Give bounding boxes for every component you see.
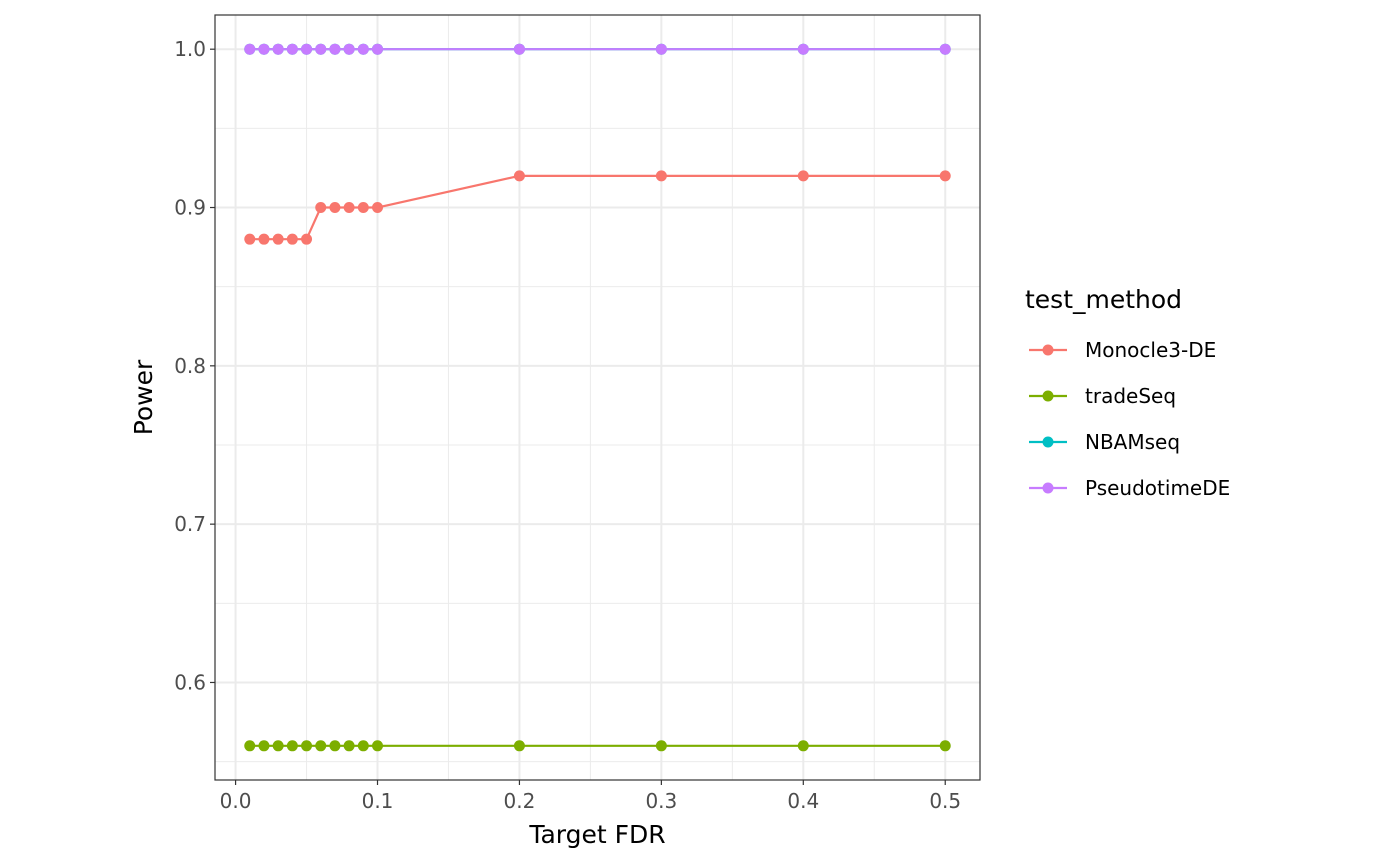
point-tradeseq-4 bbox=[301, 740, 313, 752]
x-axis-title: Target FDR bbox=[528, 820, 665, 849]
legend-item-tradeseq: tradeSeq bbox=[1029, 384, 1176, 408]
plot-background bbox=[215, 15, 980, 780]
point-pseudotimede-4 bbox=[301, 43, 313, 55]
x-tick-label-1: 0.1 bbox=[362, 789, 394, 813]
legend-key-point-pseudotimede bbox=[1042, 482, 1054, 494]
point-monocle3-de-12 bbox=[797, 170, 809, 182]
point-tradeseq-9 bbox=[372, 740, 384, 752]
point-tradeseq-5 bbox=[315, 740, 327, 752]
x-tick-label-4: 0.4 bbox=[787, 789, 819, 813]
y-tick-label-1: 0.7 bbox=[174, 512, 206, 536]
x-tick-label-5: 0.5 bbox=[929, 789, 961, 813]
point-tradeseq-3 bbox=[286, 740, 298, 752]
major-grid bbox=[215, 15, 980, 780]
point-pseudotimede-5 bbox=[315, 43, 327, 55]
legend-key-point-monocle3-de bbox=[1042, 344, 1054, 356]
series-tradeseq bbox=[244, 740, 951, 752]
point-tradeseq-10 bbox=[513, 740, 525, 752]
legend-label-nbamseq: NBAMseq bbox=[1085, 430, 1180, 454]
legend-key-point-tradeseq bbox=[1042, 390, 1054, 402]
y-tick-label-0: 0.6 bbox=[174, 670, 206, 694]
point-pseudotimede-11 bbox=[655, 43, 667, 55]
point-monocle3-de-11 bbox=[655, 170, 667, 182]
point-tradeseq-12 bbox=[797, 740, 809, 752]
plot-panel-border bbox=[214, 14, 981, 781]
legend-label-monocle3-de: Monocle3-DE bbox=[1085, 338, 1216, 362]
y-tick-label-3: 0.9 bbox=[174, 196, 206, 220]
point-monocle3-de-8 bbox=[357, 202, 369, 214]
point-tradeseq-8 bbox=[357, 740, 369, 752]
point-pseudotimede-13 bbox=[939, 43, 951, 55]
point-monocle3-de-5 bbox=[315, 202, 327, 214]
x-tick-label-2: 0.2 bbox=[504, 789, 536, 813]
y-axis-title: Power bbox=[129, 359, 158, 435]
series-layer bbox=[244, 43, 951, 752]
point-monocle3-de-10 bbox=[513, 170, 525, 182]
y-axis: 0.6 0.7 0.8 0.9 1.0 bbox=[174, 37, 215, 694]
point-pseudotimede-8 bbox=[357, 43, 369, 55]
point-pseudotimede-7 bbox=[343, 43, 355, 55]
point-pseudotimede-2 bbox=[272, 43, 284, 55]
legend-title: test_method bbox=[1025, 285, 1182, 314]
point-tradeseq-13 bbox=[939, 740, 951, 752]
point-pseudotimede-10 bbox=[513, 43, 525, 55]
point-monocle3-de-2 bbox=[272, 233, 284, 245]
legend-item-pseudotimede: PseudotimeDE bbox=[1029, 476, 1230, 500]
point-pseudotimede-3 bbox=[286, 43, 298, 55]
legend-key-point-nbamseq bbox=[1042, 436, 1054, 448]
series-monocle3-de bbox=[244, 170, 951, 245]
x-tick-label-3: 0.3 bbox=[645, 789, 677, 813]
point-monocle3-de-6 bbox=[329, 202, 341, 214]
point-monocle3-de-7 bbox=[343, 202, 355, 214]
point-tradeseq-1 bbox=[258, 740, 270, 752]
point-pseudotimede-6 bbox=[329, 43, 341, 55]
y-tick-label-2: 0.8 bbox=[174, 354, 206, 378]
point-tradeseq-0 bbox=[244, 740, 256, 752]
point-pseudotimede-0 bbox=[244, 43, 256, 55]
minor-grid bbox=[215, 15, 980, 780]
point-pseudotimede-9 bbox=[372, 43, 384, 55]
legend-label-tradeseq: tradeSeq bbox=[1085, 384, 1176, 408]
point-tradeseq-11 bbox=[655, 740, 667, 752]
point-monocle3-de-0 bbox=[244, 233, 256, 245]
legend-label-pseudotimede: PseudotimeDE bbox=[1085, 476, 1230, 500]
x-axis: 0.0 0.1 0.2 0.3 0.4 0.5 bbox=[220, 780, 961, 813]
y-tick-label-4: 1.0 bbox=[174, 37, 206, 61]
point-monocle3-de-4 bbox=[301, 233, 313, 245]
legend-item-monocle3-de: Monocle3-DE bbox=[1029, 338, 1216, 362]
legend-item-nbamseq: NBAMseq bbox=[1029, 430, 1180, 454]
legend-items: Monocle3-DE tradeSeq NBAMseq PseudotimeDE bbox=[1029, 338, 1230, 500]
point-monocle3-de-13 bbox=[939, 170, 951, 182]
point-pseudotimede-1 bbox=[258, 43, 270, 55]
legend: test_method Monocle3-DE tradeSeq NBAMseq Ps… bbox=[1025, 285, 1230, 500]
point-tradeseq-6 bbox=[329, 740, 341, 752]
point-monocle3-de-9 bbox=[372, 202, 384, 214]
point-monocle3-de-3 bbox=[286, 233, 298, 245]
x-tick-label-0: 0.0 bbox=[220, 789, 252, 813]
series-pseudotimede bbox=[244, 43, 951, 55]
point-monocle3-de-1 bbox=[258, 233, 270, 245]
point-tradeseq-7 bbox=[343, 740, 355, 752]
point-pseudotimede-12 bbox=[797, 43, 809, 55]
point-tradeseq-2 bbox=[272, 740, 284, 752]
